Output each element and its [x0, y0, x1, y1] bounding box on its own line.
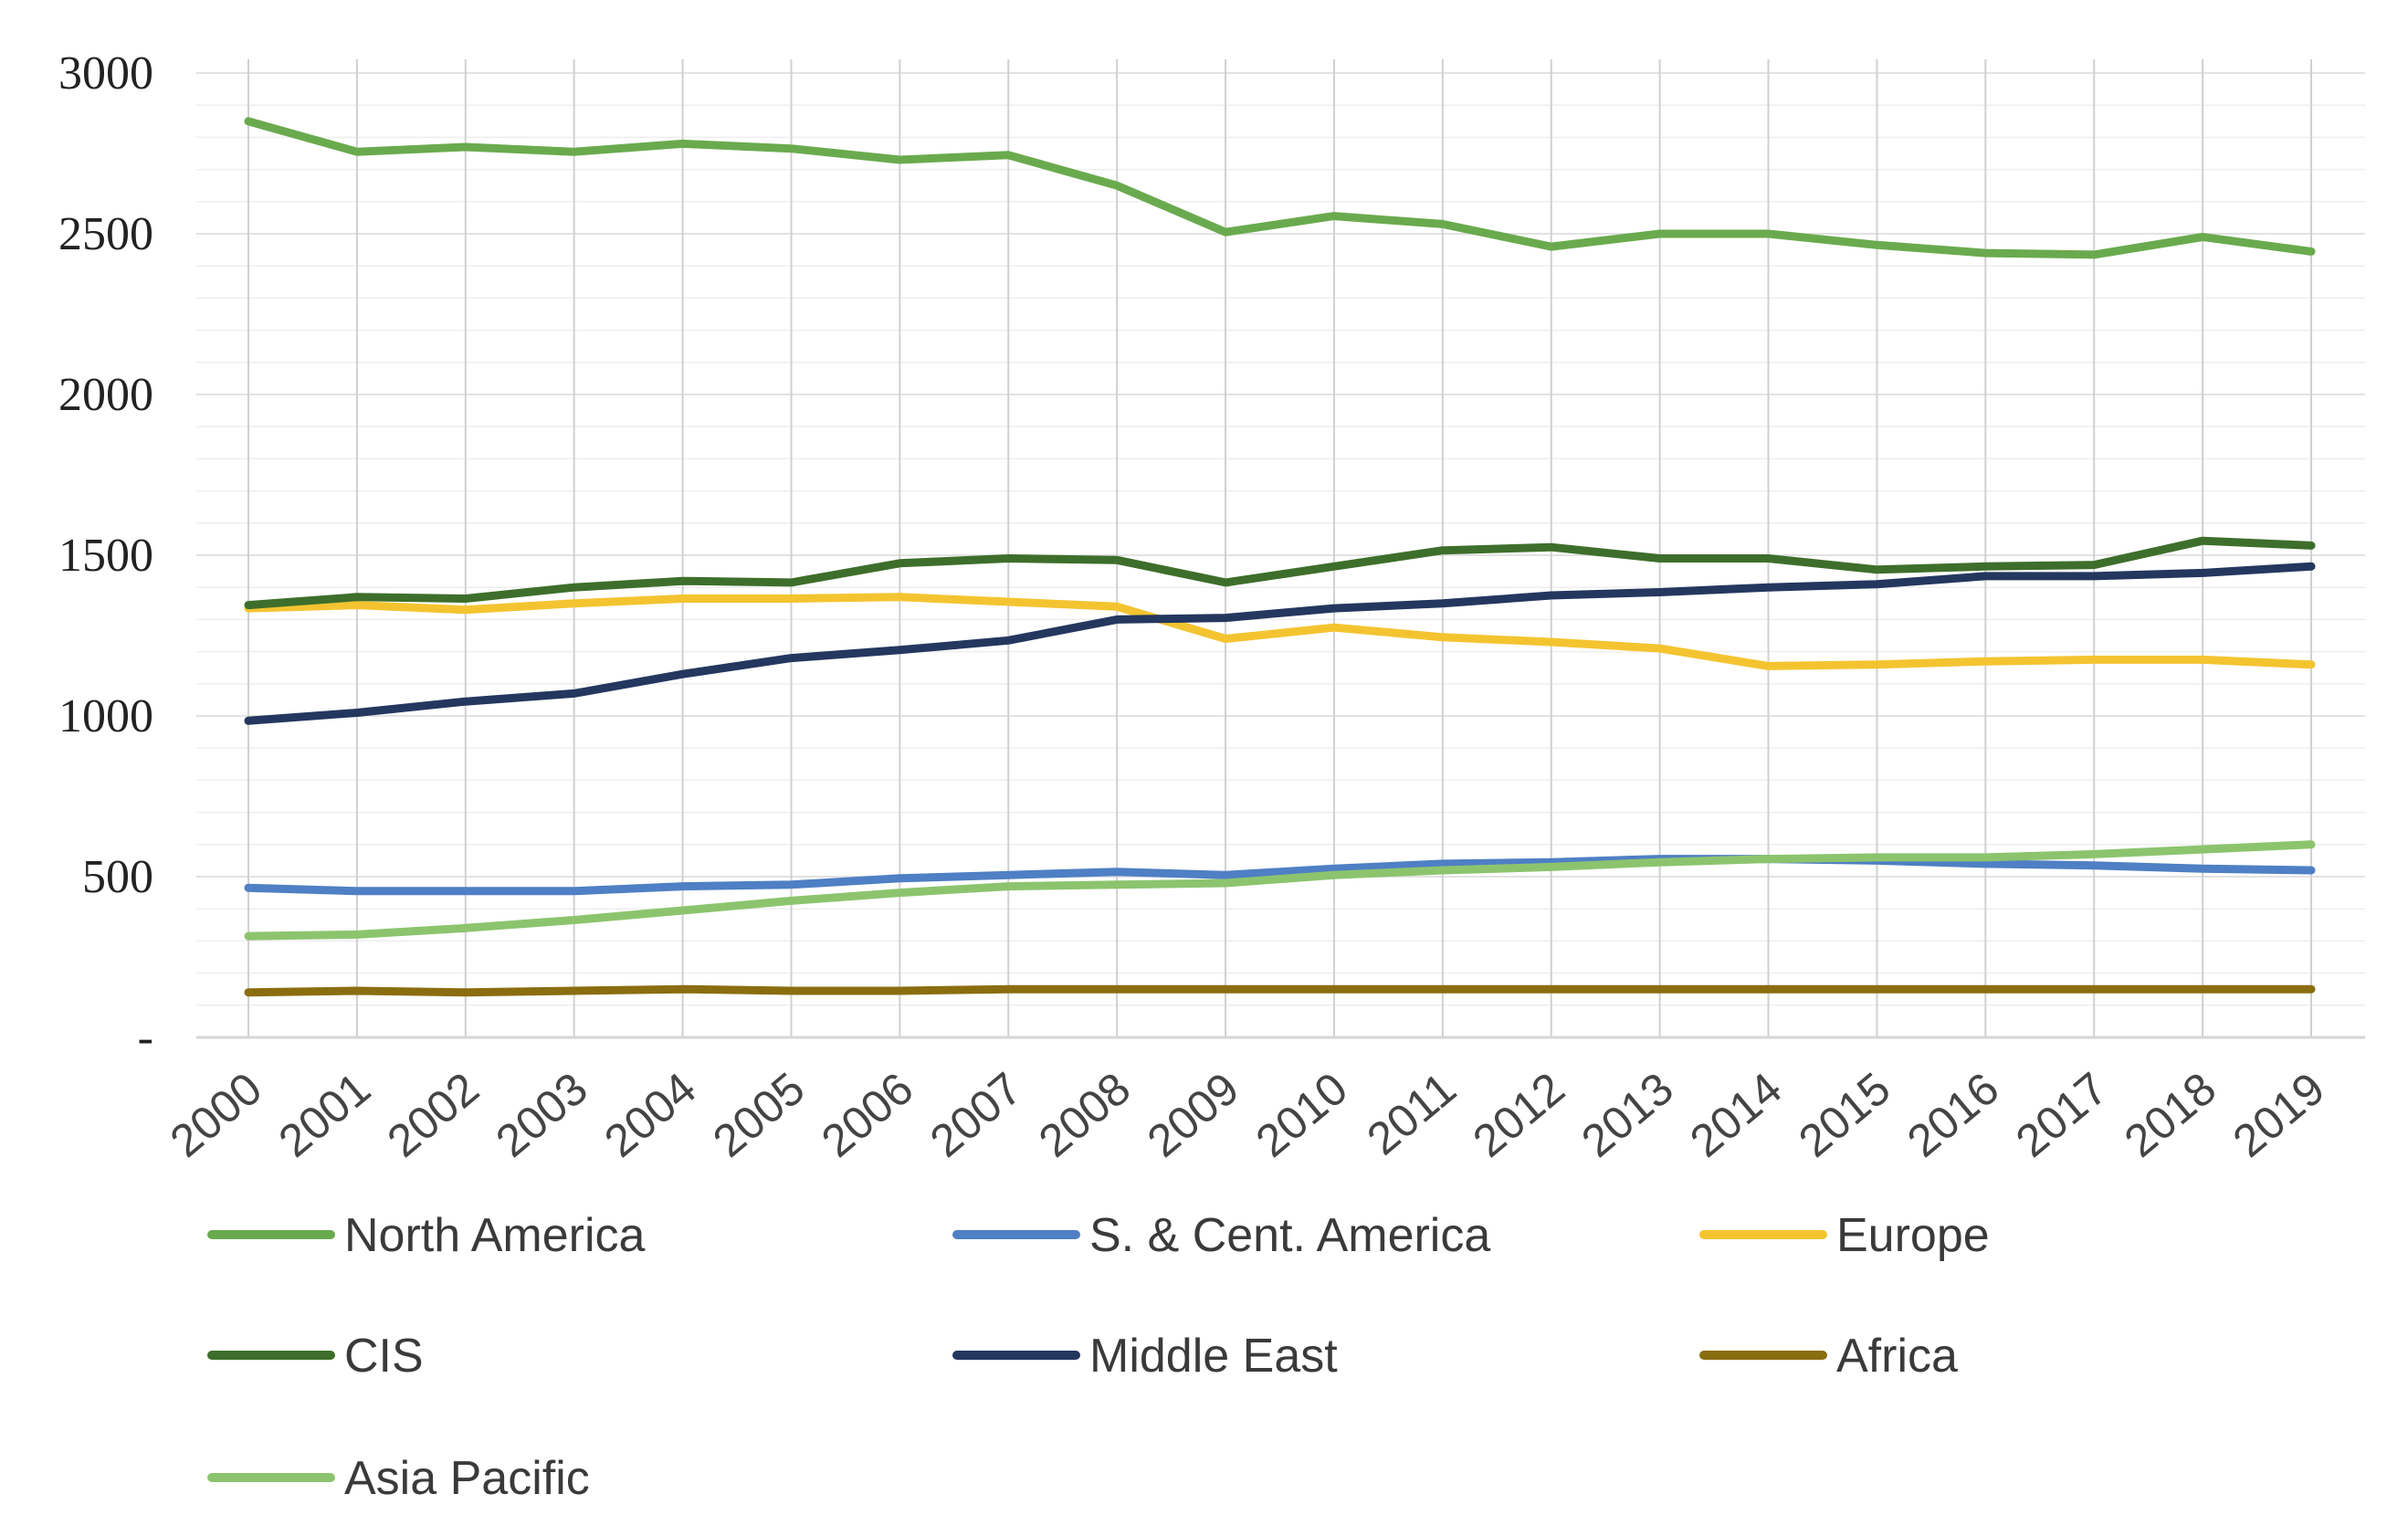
series-line-middle-east: [244, 562, 2316, 725]
y-tick-label: 2000: [58, 369, 153, 421]
legend-item: Middle East: [952, 1330, 1338, 1383]
legend-label: CIS: [344, 1330, 424, 1383]
series-line-cis: [244, 536, 2316, 610]
legend: North America S. & Cent. America Europe CIS…: [207, 1209, 1990, 1505]
y-tick-label: 500: [82, 851, 153, 903]
y-tick-label: -: [138, 1012, 153, 1064]
series-line-africa: [244, 984, 2316, 997]
legend-label: Asia Pacific: [344, 1452, 590, 1505]
legend-label: North America: [344, 1209, 646, 1262]
y-tick-label: 2500: [58, 208, 153, 260]
y-tick-label: 3000: [58, 47, 153, 100]
series-line-europe: [244, 593, 2316, 670]
legend-label: Middle East: [1089, 1330, 1338, 1383]
legend-item: S. & Cent. America: [952, 1209, 1490, 1262]
legend-label: Europe: [1836, 1209, 1990, 1262]
y-tick-label: 1500: [58, 530, 153, 582]
series-line-s-cent-america: [244, 855, 2316, 896]
legend-item: Europe: [1699, 1209, 1990, 1262]
series-line-north-america: [244, 117, 2316, 259]
legend-item: Africa: [1699, 1330, 1958, 1383]
y-axis-ticks: - 500 1000 1500 2000 2500 3000: [58, 47, 153, 1064]
series-line-asia-pacific: [244, 840, 2316, 941]
y-tick-label: 1000: [58, 690, 153, 742]
legend-item: CIS: [207, 1330, 424, 1383]
legend-label: S. & Cent. America: [1089, 1209, 1490, 1262]
legend-item: North America: [207, 1209, 646, 1262]
series-lines: [244, 117, 2316, 997]
legend-label: Africa: [1836, 1330, 1958, 1383]
legend-item: Asia Pacific: [207, 1452, 590, 1505]
